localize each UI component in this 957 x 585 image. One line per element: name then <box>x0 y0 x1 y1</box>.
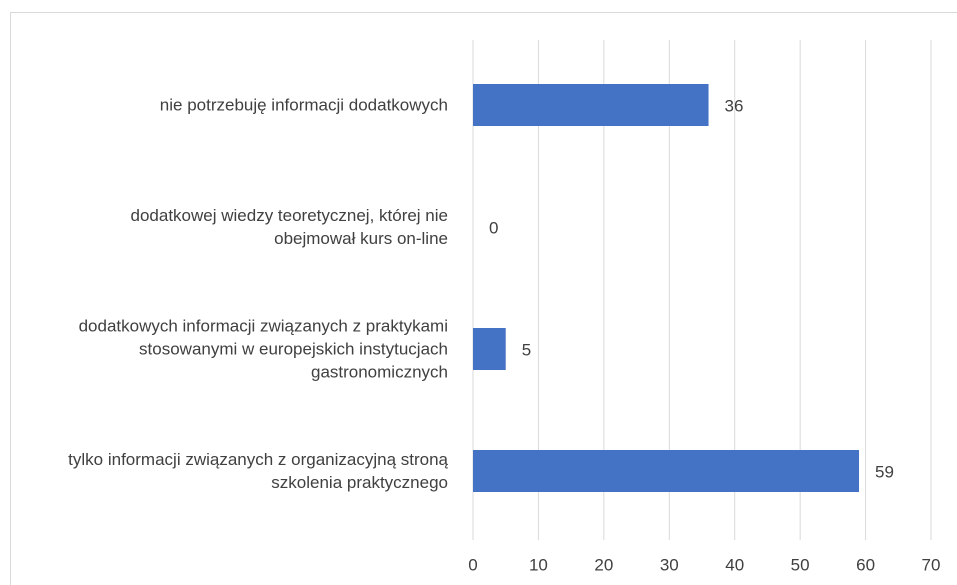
bar <box>473 328 506 370</box>
frame <box>10 12 957 585</box>
x-tick-label: 20 <box>594 555 613 574</box>
x-tick-label: 70 <box>922 555 941 574</box>
category-label: dodatkowych informacji związanych z prak… <box>78 316 448 382</box>
category-label: dodatkowej wiedzy teoretycznej, której n… <box>130 206 449 248</box>
value-label: 5 <box>522 340 531 359</box>
bar <box>473 450 860 492</box>
category-label: nie potrzebuję informacji dodatkowych <box>159 95 448 115</box>
value-label: 59 <box>875 462 894 481</box>
x-tick-label: 60 <box>856 555 875 574</box>
value-label: 36 <box>725 96 744 115</box>
category-label: tylko informacji związanych z organizacy… <box>68 450 448 492</box>
value-label: 0 <box>489 218 498 237</box>
x-tick-label: 0 <box>468 555 477 574</box>
x-tick-label: 30 <box>660 555 679 574</box>
bar <box>473 84 709 126</box>
x-tick-label: 10 <box>529 555 548 574</box>
x-tick-label: 40 <box>725 555 744 574</box>
x-tick-label: 50 <box>791 555 810 574</box>
